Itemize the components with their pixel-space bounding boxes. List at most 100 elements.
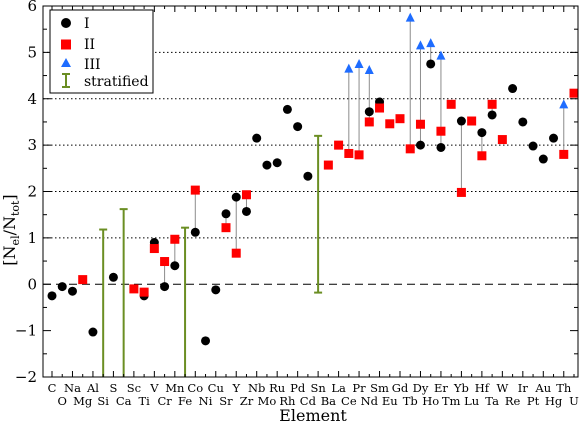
x-tick-label-Th: Th <box>556 381 572 395</box>
marker-III-Ho <box>426 38 436 48</box>
marker-I-S <box>108 272 118 282</box>
legend-label-II: II <box>84 37 95 53</box>
marker-II-Nd <box>364 117 374 127</box>
marker-II-Ba <box>323 160 333 170</box>
marker-II-Gd <box>395 114 405 124</box>
legend-marker-stratified <box>62 73 70 88</box>
marker-II-V <box>149 244 159 254</box>
marker-II-Y <box>231 248 241 258</box>
marker-I-Mo <box>262 160 272 170</box>
x-tick-label-Er: Er <box>434 381 448 395</box>
y-tick-label: 2 <box>27 183 37 201</box>
marker-II-Sc <box>129 284 139 294</box>
marker-I-Rh <box>282 104 292 114</box>
x-tick-label-Na: Na <box>64 381 81 395</box>
x-tick-label-Ti: Ti <box>138 394 150 408</box>
x-tick-label-Yb: Yb <box>453 381 469 395</box>
y-axis-label: [Nel/Ntot] <box>0 194 22 265</box>
marker-III-Th <box>559 99 569 109</box>
marker-III-Er <box>436 50 446 60</box>
connector-layer <box>143 17 565 296</box>
marker-I-Au <box>538 154 548 164</box>
x-tick-label-Ca: Ca <box>116 394 132 408</box>
x-tick-label-Tm: Tm <box>442 394 461 408</box>
x-tick-label-Rh: Rh <box>279 394 296 408</box>
x-tick-label-O: O <box>58 394 67 408</box>
marker-II-Ti <box>139 287 149 297</box>
marker-II-U <box>569 88 579 98</box>
x-tick-label-Cu: Cu <box>208 381 224 395</box>
x-tick-label-Ba: Ba <box>321 394 336 408</box>
axis-layer: −2−10123456CONaMgAlSiSCaScTiVCrMnFeCoNiC… <box>15 0 579 408</box>
x-tick-label-Ho: Ho <box>422 394 439 408</box>
marker-II-Eu <box>385 119 395 129</box>
marker-II-Th <box>559 149 569 159</box>
marker-II-Ta <box>487 99 497 109</box>
marker-II-Tb <box>405 144 415 154</box>
marker-III-Ce <box>344 63 354 73</box>
y-tick-label: −1 <box>15 322 37 340</box>
marker-I-Pd <box>293 122 303 132</box>
marker-I-Nb <box>252 133 262 143</box>
x-tick-label-Pd: Pd <box>290 381 306 395</box>
marker-I-Yb <box>456 116 466 126</box>
x-tick-label-Re: Re <box>505 394 521 408</box>
marker-II-Pr <box>354 150 364 160</box>
x-tick-label-U: U <box>569 394 579 408</box>
stratified-bar-Fe <box>181 226 190 377</box>
x-tick-label-La: La <box>331 381 346 395</box>
marker-I-C <box>47 291 57 301</box>
legend-label-I: I <box>84 16 90 32</box>
marker-I-Ru <box>272 158 282 168</box>
stratified-layer <box>99 134 323 377</box>
marker-II-La <box>334 140 344 150</box>
x-tick-label-Sc: Sc <box>127 381 141 395</box>
marker-II-Ce <box>344 148 354 158</box>
marker-II-Tm <box>446 99 456 109</box>
marker-I-Hg <box>549 133 559 143</box>
y-tick-label: 3 <box>27 136 37 154</box>
x-tick-label-W: W <box>496 381 508 395</box>
x-tick-label-Fe: Fe <box>178 394 192 408</box>
marker-I-Ho <box>426 59 436 69</box>
marker-I-Pt <box>528 141 538 151</box>
x-axis-label: Element <box>279 406 347 424</box>
legend-marker-III <box>61 58 71 67</box>
marker-III-Nd <box>364 64 374 74</box>
legend-marker-I <box>61 18 71 28</box>
x-tick-label-Ru: Ru <box>269 381 285 395</box>
x-tick-label-Ir: Ir <box>518 381 529 395</box>
marker-III-Tb <box>405 12 415 22</box>
x-tick-label-Lu: Lu <box>464 394 479 408</box>
marker-I-Zr <box>241 206 251 216</box>
marker-I-Al <box>88 327 98 337</box>
stratified-bar-Si <box>99 228 108 377</box>
marker-I-Na <box>67 286 77 296</box>
y-tick-label: 1 <box>27 229 37 247</box>
marker-II-W <box>497 135 507 145</box>
x-tick-label-Cd: Cd <box>300 394 317 408</box>
marker-II-Lu <box>467 116 477 126</box>
x-tick-label-Sn: Sn <box>310 381 326 395</box>
x-tick-label-Co: Co <box>187 381 203 395</box>
marker-I-Nd <box>364 107 374 117</box>
marker-I-Y <box>231 192 241 202</box>
marker-I-Cr <box>160 282 170 292</box>
y-tick-label: 5 <box>27 43 37 61</box>
marker-I-Cu <box>211 285 221 295</box>
x-tick-label-Al: Al <box>86 381 99 395</box>
y-tick-label: 6 <box>27 0 37 15</box>
legend-label-stratified: stratified <box>84 74 149 90</box>
x-tick-label-Mg: Mg <box>73 394 93 408</box>
x-tick-label-Mo: Mo <box>258 394 277 408</box>
marker-I-Hf <box>477 128 487 138</box>
x-tick-label-Ta: Ta <box>485 394 499 408</box>
marker-II-Mn <box>170 234 180 244</box>
x-tick-label-V: V <box>149 381 159 395</box>
x-tick-label-Pt: Pt <box>527 394 540 408</box>
x-tick-label-Sr: Sr <box>219 394 233 408</box>
y-tick-label: −2 <box>15 368 37 386</box>
x-tick-label-Sm: Sm <box>370 381 389 395</box>
marker-II-Yb <box>456 187 466 197</box>
x-tick-label-Hg: Hg <box>545 394 563 408</box>
